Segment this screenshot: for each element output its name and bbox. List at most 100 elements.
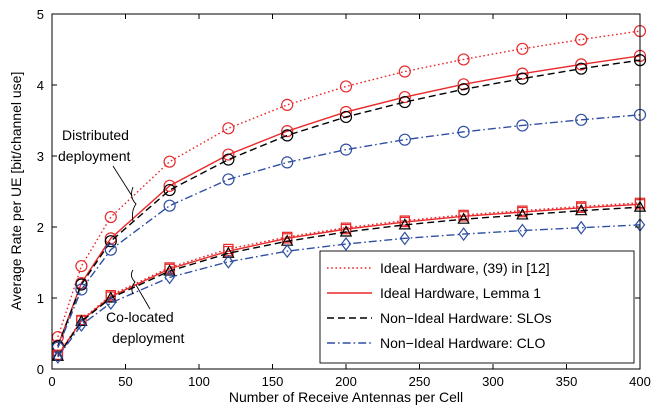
data-point-colocated-6-7 [398, 218, 412, 230]
data-point-distributed-0-4 [222, 122, 235, 135]
y-tick-label-4: 4 [37, 78, 44, 93]
x-tick-label-5: 250 [409, 374, 431, 389]
y-tick-label-3: 3 [37, 149, 44, 164]
data-point-distributed-0-5 [281, 98, 294, 111]
data-point-colocated-7-7 [399, 231, 411, 246]
data-point-colocated-7-9 [517, 223, 528, 238]
x-tick-label-1: 50 [118, 374, 132, 389]
annotation-distributed-pointer [112, 165, 133, 197]
data-point-colocated-5-7 [399, 216, 411, 228]
series-line-colocated-7 [57, 224, 641, 358]
data-point-distributed-3-8 [457, 125, 470, 138]
data-point-distributed-2-10 [575, 62, 588, 75]
series-line-colocated-6 [57, 206, 641, 357]
data-point-colocated-6-2 [104, 291, 118, 303]
data-point-distributed-3-2 [104, 243, 117, 256]
legend: Ideal Hardware, (39) in [12] Ideal Hardwa… [319, 250, 635, 364]
data-point-distributed-0-6 [339, 80, 353, 93]
data-point-distributed-0-9 [516, 42, 529, 55]
x-tick-label-3: 150 [262, 374, 284, 389]
annotation-distributed-line1: Distributed [62, 127, 129, 143]
data-point-distributed-2-1 [75, 278, 88, 291]
data-point-colocated-6-8 [457, 212, 470, 224]
annotation-colocated-line1: Co-located [106, 309, 174, 325]
x-tick-label-6: 300 [482, 374, 504, 389]
data-point-colocated-7-1 [76, 317, 87, 332]
data-point-colocated-5-9 [517, 206, 528, 218]
legend-label-3: Non−Ideal Hardware: CLO [380, 335, 545, 351]
annotations: Distributed deployment Co-located deploy… [58, 127, 184, 346]
data-point-distributed-2-3 [163, 183, 176, 197]
series-line-colocated-4 [57, 202, 641, 356]
legend-label-1: Ideal Hardware, Lemma 1 [380, 285, 541, 301]
x-axis-title: Number of Receive Antennas per Cell [229, 389, 463, 405]
data-point-colocated-7-0 [52, 349, 64, 364]
data-point-distributed-3-10 [575, 113, 588, 126]
data-point-colocated-7-10 [575, 220, 587, 235]
legend-label-2: Non−Ideal Hardware: SLOs [380, 310, 552, 326]
series-line-distributed-2 [57, 59, 641, 347]
y-tick-label-5: 5 [37, 7, 44, 22]
data-point-distributed-2-6 [339, 110, 353, 124]
y-tick-label-2: 2 [37, 220, 44, 235]
x-tick-label-4: 200 [335, 374, 357, 389]
data-point-colocated-6-1 [75, 314, 88, 327]
data-point-distributed-1-5 [281, 125, 294, 138]
series-line-distributed-0 [57, 30, 641, 338]
data-point-distributed-0-7 [398, 65, 411, 78]
axis-ticks: 0 50 100 150 200 250 300 350 400 0 1 2 3 4 5 [37, 7, 651, 389]
data-point-colocated-6-0 [51, 349, 65, 361]
data-point-distributed-1-7 [398, 90, 411, 104]
data-point-distributed-2-4 [222, 153, 235, 166]
data-point-distributed-0-2 [104, 210, 117, 224]
data-point-distributed-1-9 [516, 67, 529, 80]
data-point-colocated-5-6 [340, 223, 352, 235]
data-point-distributed-3-9 [516, 119, 529, 132]
annotation-distributed-brace [131, 186, 137, 222]
annotation-colocated-pointer [135, 284, 151, 310]
data-point-distributed-2-9 [516, 72, 529, 85]
y-tick-label-1: 1 [37, 291, 44, 306]
x-tick-label-0: 0 [48, 374, 55, 389]
x-tick-label-2: 100 [188, 374, 210, 389]
data-point-distributed-1-4 [222, 148, 235, 161]
annotation-distributed-line2: deployment [58, 148, 130, 164]
data-point-distributed-1-3 [163, 179, 176, 192]
data-point-colocated-7-4 [223, 254, 234, 269]
data-point-colocated-7-2 [105, 295, 117, 310]
data-point-distributed-0-8 [457, 53, 470, 66]
legend-box [319, 250, 635, 364]
data-point-colocated-6-9 [516, 208, 529, 220]
y-tick-label-0: 0 [37, 362, 44, 377]
plot-series-layer [51, 24, 647, 364]
data-point-distributed-2-5 [281, 129, 294, 142]
data-point-colocated-6-6 [339, 225, 353, 237]
data-point-colocated-5-8 [458, 211, 469, 222]
data-point-distributed-0-10 [575, 33, 588, 46]
data-point-colocated-7-5 [281, 244, 293, 259]
data-point-colocated-6-4 [222, 246, 235, 258]
x-tick-label-8: 400 [629, 374, 651, 389]
data-point-distributed-3-6 [339, 143, 353, 156]
data-point-distributed-0-3 [163, 155, 176, 168]
data-point-distributed-3-5 [281, 156, 294, 169]
data-point-colocated-6-3 [163, 264, 176, 276]
series-line-distributed-1 [57, 55, 641, 346]
data-point-colocated-7-6 [340, 237, 352, 252]
annotation-colocated-brace [130, 269, 136, 295]
data-point-distributed-0-1 [75, 259, 88, 273]
legend-label-0: Ideal Hardware, (39) in [12] [380, 260, 550, 276]
data-point-distributed-2-7 [398, 95, 411, 109]
data-point-colocated-7-8 [458, 227, 469, 242]
x-tick-label-7: 350 [556, 374, 578, 389]
data-point-distributed-3-1 [75, 283, 88, 296]
data-point-distributed-3-3 [163, 199, 176, 212]
annotation-colocated-line2: deployment [112, 330, 184, 346]
data-point-distributed-1-10 [575, 58, 588, 71]
data-point-colocated-5-5 [282, 233, 293, 244]
data-point-distributed-2-8 [457, 83, 470, 96]
y-axis-title: Average Rate per UE [bit/channel use] [8, 72, 24, 311]
data-point-colocated-5-10 [575, 202, 587, 214]
data-point-distributed-3-7 [398, 133, 411, 146]
